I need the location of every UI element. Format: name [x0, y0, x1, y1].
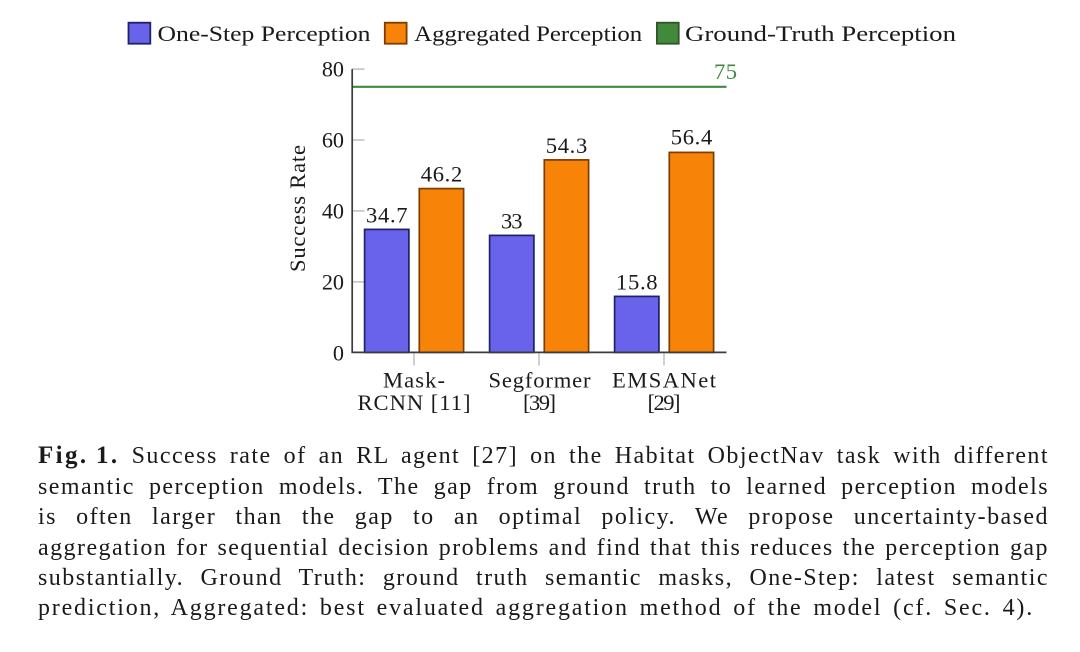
svg-text:56.4: 56.4: [671, 124, 713, 149]
svg-text:20: 20: [322, 269, 344, 294]
svg-text:[39]: [39]: [523, 390, 556, 415]
svg-text:33: 33: [501, 208, 523, 233]
svg-text:40: 40: [322, 198, 344, 223]
svg-text:Ground-Truth Perception: Ground-Truth Perception: [685, 21, 956, 46]
svg-text:One-Step Perception: One-Step Perception: [158, 21, 371, 46]
svg-text:EMSANet: EMSANet: [612, 368, 717, 393]
svg-text:15.8: 15.8: [616, 269, 658, 294]
svg-text:46.2: 46.2: [421, 162, 463, 187]
svg-text:75: 75: [714, 59, 737, 84]
svg-text:Success Rate: Success Rate: [285, 145, 310, 272]
svg-text:80: 80: [322, 57, 344, 82]
svg-text:0: 0: [333, 340, 344, 365]
svg-text:34.7: 34.7: [366, 202, 408, 227]
svg-text:[29]: [29]: [648, 390, 681, 415]
svg-text:RCNN [11]: RCNN [11]: [358, 390, 471, 415]
svg-text:Segformer: Segformer: [489, 368, 591, 393]
svg-text:60: 60: [322, 128, 344, 153]
svg-text:Aggregated Perception: Aggregated Perception: [414, 21, 642, 46]
svg-text:54.3: 54.3: [546, 133, 588, 158]
svg-text:Mask-: Mask-: [383, 368, 445, 393]
